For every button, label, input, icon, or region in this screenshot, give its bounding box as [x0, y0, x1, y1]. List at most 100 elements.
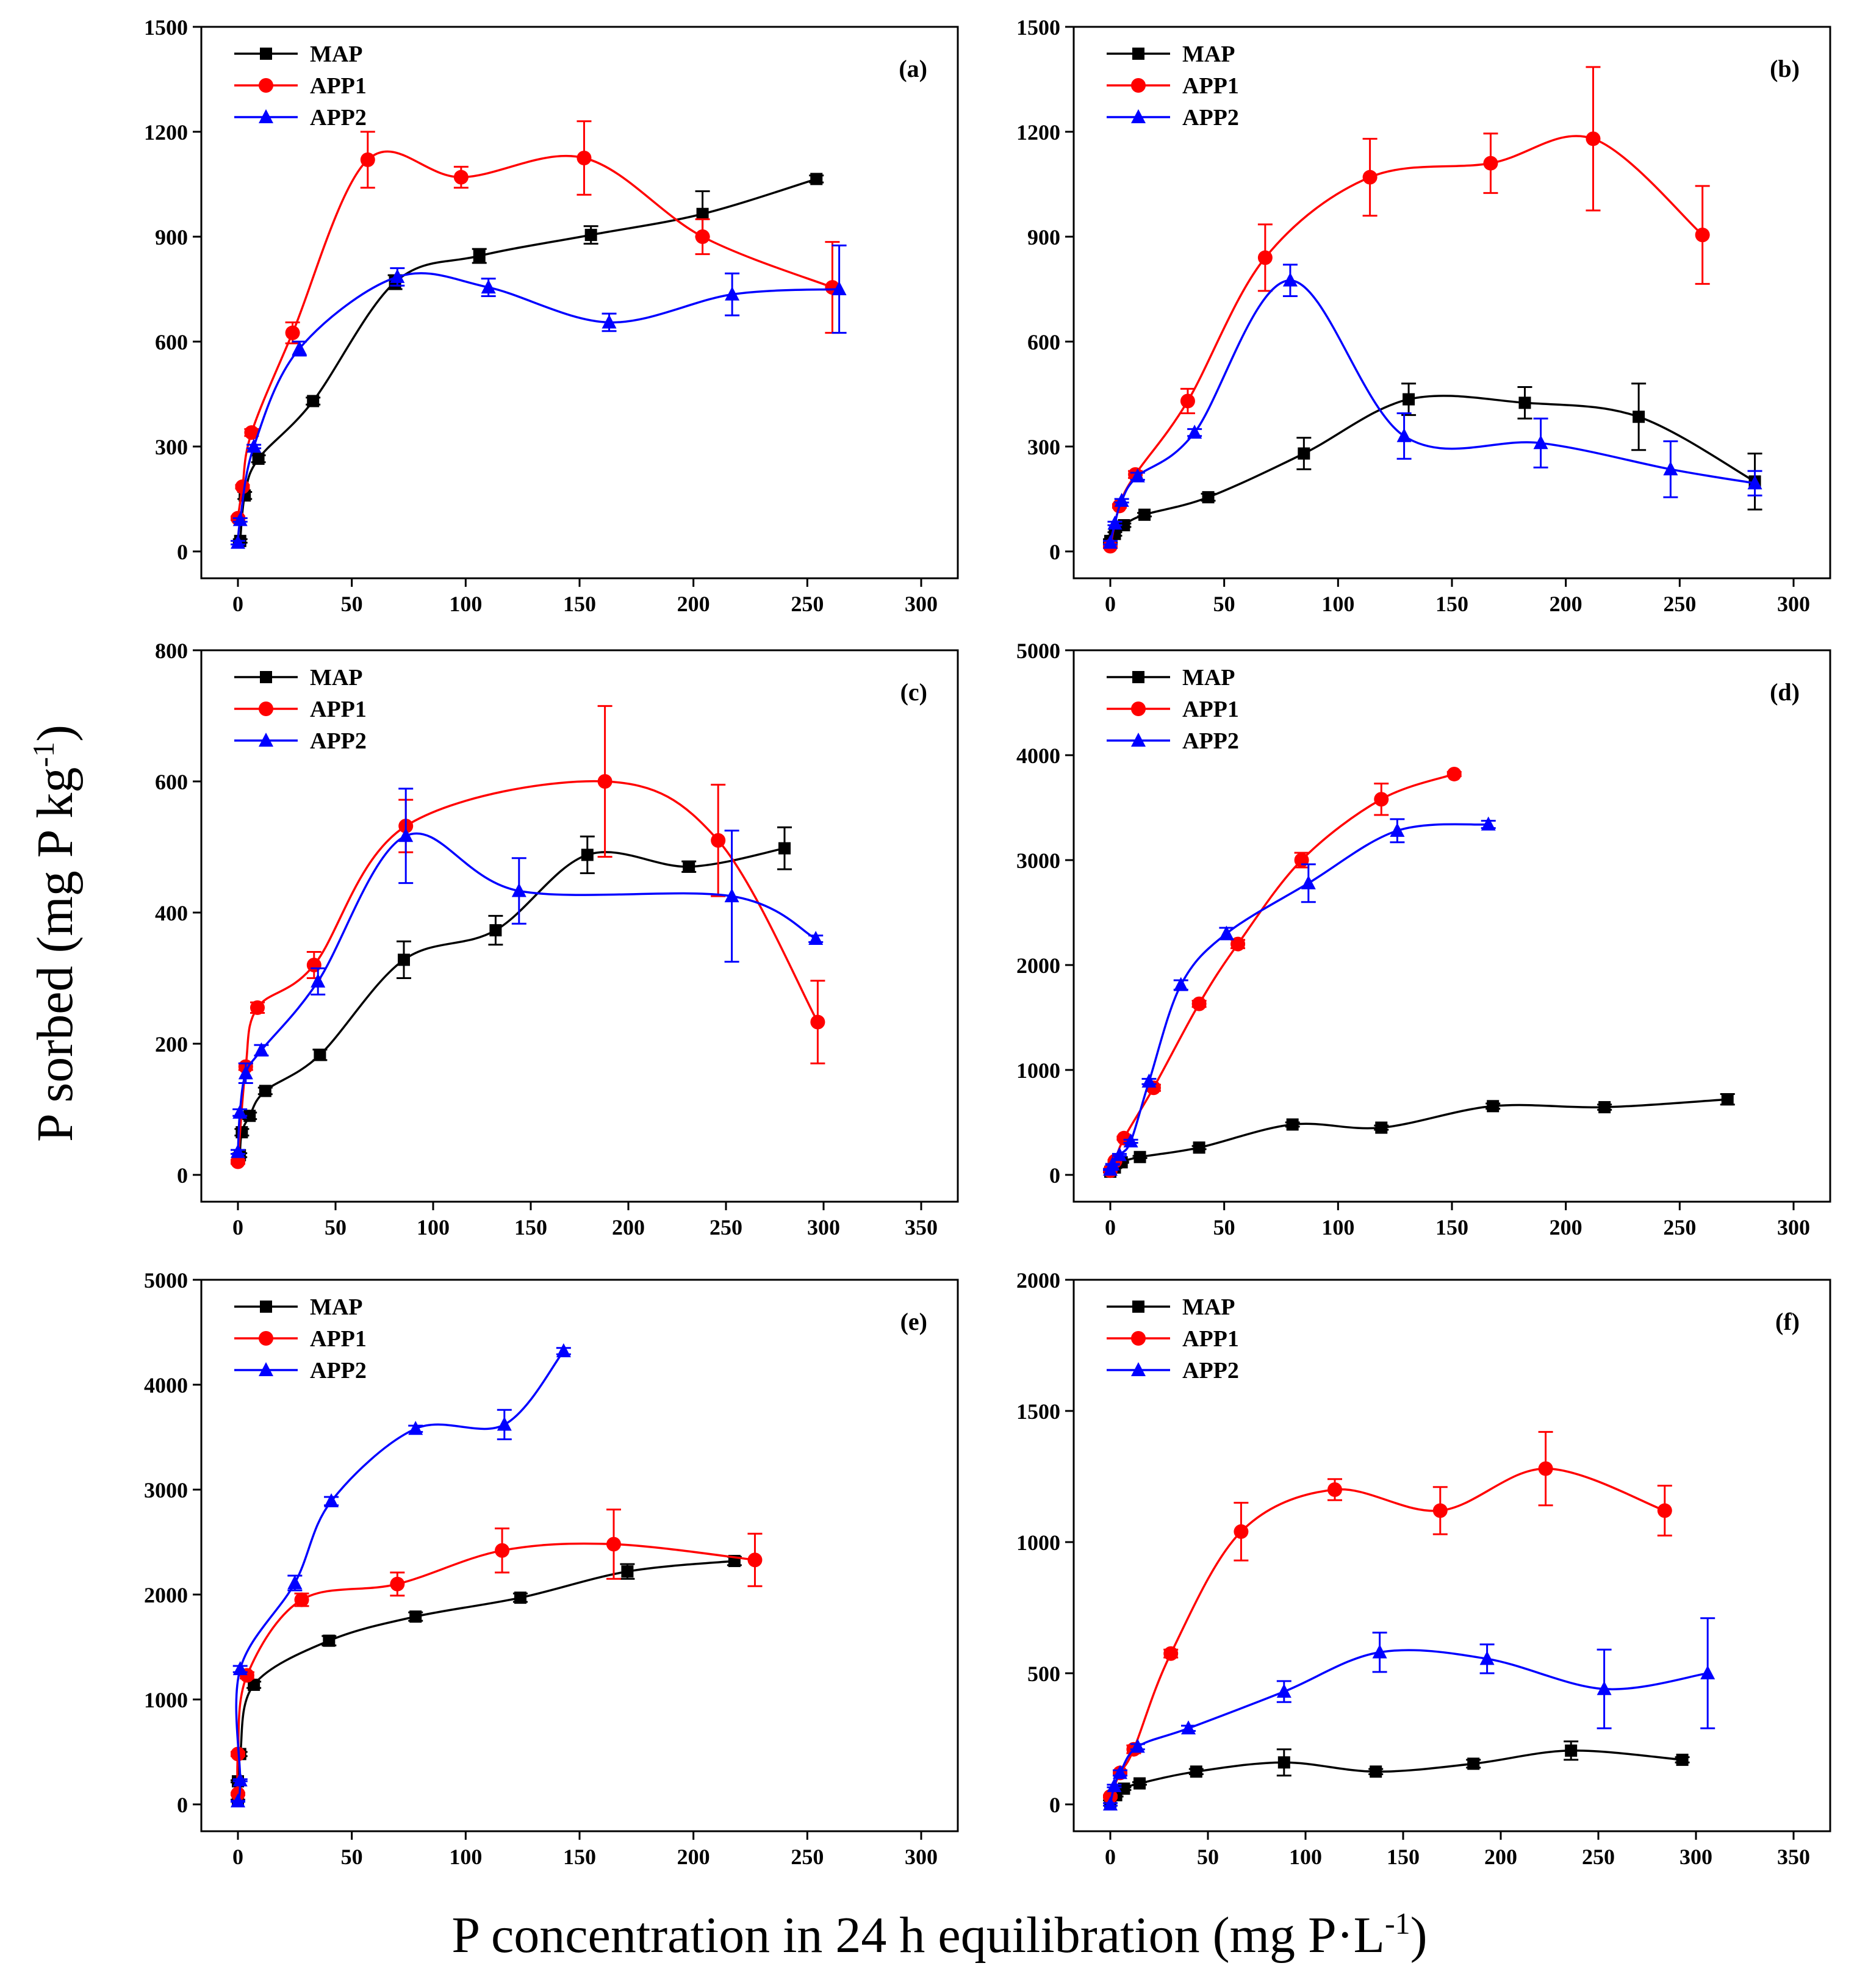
y-tick-label: 1000 — [1016, 1058, 1060, 1083]
x-tick-label: 250 — [1582, 1845, 1615, 1869]
data-point-app1 — [695, 229, 710, 244]
data-point-app2 — [1700, 1665, 1715, 1679]
x-tick-label: 200 — [1550, 592, 1582, 616]
data-point-map — [810, 173, 823, 185]
fit-curve-app1 — [1109, 1467, 1665, 1797]
x-tick-label: 100 — [449, 1845, 482, 1869]
data-point-app2 — [832, 281, 847, 295]
data-point-app1 — [360, 152, 375, 167]
y-tick-label: 1000 — [1016, 1530, 1060, 1555]
legend-label: APP2 — [310, 105, 367, 131]
data-point-map — [1467, 1757, 1480, 1770]
data-point-app2 — [1113, 1765, 1127, 1779]
legend-label: APP1 — [310, 73, 367, 99]
legend-marker — [1132, 1301, 1144, 1313]
data-point-app1 — [306, 958, 322, 972]
legend-label: MAP — [1182, 41, 1235, 67]
legend-marker — [259, 78, 273, 93]
y-tick-label: 400 — [155, 901, 188, 925]
data-point-app2 — [1479, 1651, 1495, 1665]
chart-panel: 0 50 100 150 200 250 300 350 0 500 1000 1500 2000 MAP… — [1016, 1268, 1831, 1869]
chart-panel: 0 50 100 150 200 250 300 0 300 600 900 1200 1500 MAP A… — [1016, 15, 1831, 616]
data-point-map — [1298, 447, 1310, 460]
y-tick-label: 600 — [1027, 330, 1060, 354]
fit-curve-app2 — [1109, 1649, 1708, 1805]
x-axis-title: P concentration in 24 h equilibration (m… — [451, 1906, 1427, 1964]
panel-label: (d) — [1770, 678, 1800, 706]
y-tick-label: 1500 — [1016, 1399, 1060, 1424]
data-point-map — [398, 953, 410, 966]
legend-marker — [1132, 48, 1144, 60]
legend-marker — [259, 1362, 273, 1376]
data-point-map — [1138, 508, 1151, 521]
legend-marker — [1131, 702, 1146, 716]
data-point-map — [259, 1085, 271, 1097]
data-point-app1 — [1294, 853, 1309, 867]
x-tick-label: 150 — [1435, 1215, 1468, 1240]
y-tick-label: 1200 — [1016, 120, 1060, 145]
data-point-map — [252, 453, 265, 465]
data-point-app1 — [1432, 1503, 1448, 1518]
data-point-app1 — [453, 170, 469, 185]
x-tick-label: 0 — [1105, 1845, 1116, 1869]
data-point-app1 — [1362, 170, 1378, 185]
x-tick-label: 150 — [563, 1845, 596, 1869]
legend-marker — [1131, 1331, 1146, 1346]
y-tick-label: 0 — [1049, 1793, 1060, 1817]
data-point-app1 — [1327, 1482, 1342, 1497]
data-point-app2 — [511, 883, 526, 897]
data-point-app2 — [1130, 1739, 1145, 1753]
fit-curve-map — [1109, 395, 1756, 542]
data-point-map — [323, 1634, 336, 1647]
x-tick-label: 350 — [1777, 1845, 1810, 1869]
x-tick-label: 150 — [1387, 1845, 1420, 1869]
data-point-app2 — [1219, 925, 1234, 940]
data-point-app2 — [390, 268, 405, 283]
x-tick-label: 250 — [709, 1215, 742, 1240]
data-point-map — [1193, 1141, 1205, 1154]
data-point-map — [581, 849, 594, 861]
legend-label: APP1 — [1182, 1326, 1239, 1352]
y-tick-label: 1000 — [144, 1688, 188, 1712]
chart-panel: 0 50 100 150 200 250 300010002000300040005000M… — [144, 1268, 959, 1869]
data-point-app2 — [1123, 1133, 1138, 1147]
data-point-app2 — [1187, 425, 1202, 439]
legend-marker — [259, 733, 273, 747]
data-point-app2 — [408, 1421, 423, 1435]
fit-curve-app2 — [235, 1350, 565, 1802]
panel-label: (c) — [900, 678, 927, 706]
x-tick-label: 50 — [341, 1845, 363, 1869]
data-point-app2 — [1372, 1644, 1387, 1659]
y-tick-label: 0 — [177, 1163, 188, 1188]
data-point-map — [473, 249, 486, 262]
y-tick-label: 4000 — [144, 1373, 188, 1398]
data-point-app2 — [232, 512, 248, 526]
x-tick-label: 250 — [1663, 1215, 1696, 1240]
fit-curve-map — [1109, 1098, 1728, 1173]
data-point-app2 — [497, 1416, 512, 1431]
y-axis-title: P sorbed (mg P kg-1) — [26, 725, 84, 1142]
y-tick-label: 200 — [155, 1032, 188, 1057]
legend-label: APP2 — [1182, 1358, 1239, 1383]
data-point-map — [248, 1678, 260, 1691]
x-tick-label: 100 — [1289, 1845, 1322, 1869]
data-point-app2 — [1114, 492, 1129, 507]
x-tick-label: 100 — [417, 1215, 450, 1240]
data-point-app2 — [808, 931, 824, 945]
x-tick-label: 250 — [791, 592, 824, 616]
y-tick-label: 1200 — [144, 120, 188, 145]
data-point-app2 — [1141, 1073, 1157, 1088]
chart-panel: 0 50 100 150 200 250 300 0 300 600 900 1200 1500 MAP A… — [144, 15, 959, 616]
data-point-map — [1565, 1744, 1578, 1757]
y-tick-label: 2000 — [144, 1583, 188, 1607]
chart-panel: 0 50 100 150 200 250 300010002000300040005000M… — [1016, 639, 1831, 1240]
data-point-app2 — [1481, 816, 1496, 831]
x-tick-label: 50 — [341, 592, 363, 616]
y-tick-label: 0 — [1049, 1163, 1060, 1188]
data-point-app1 — [1191, 996, 1207, 1011]
y-tick-label: 900 — [155, 225, 188, 249]
data-point-app2 — [1181, 1720, 1196, 1735]
y-tick-label: 2000 — [1016, 1268, 1060, 1293]
data-point-app2 — [1663, 461, 1678, 476]
legend-marker — [1131, 1362, 1146, 1376]
